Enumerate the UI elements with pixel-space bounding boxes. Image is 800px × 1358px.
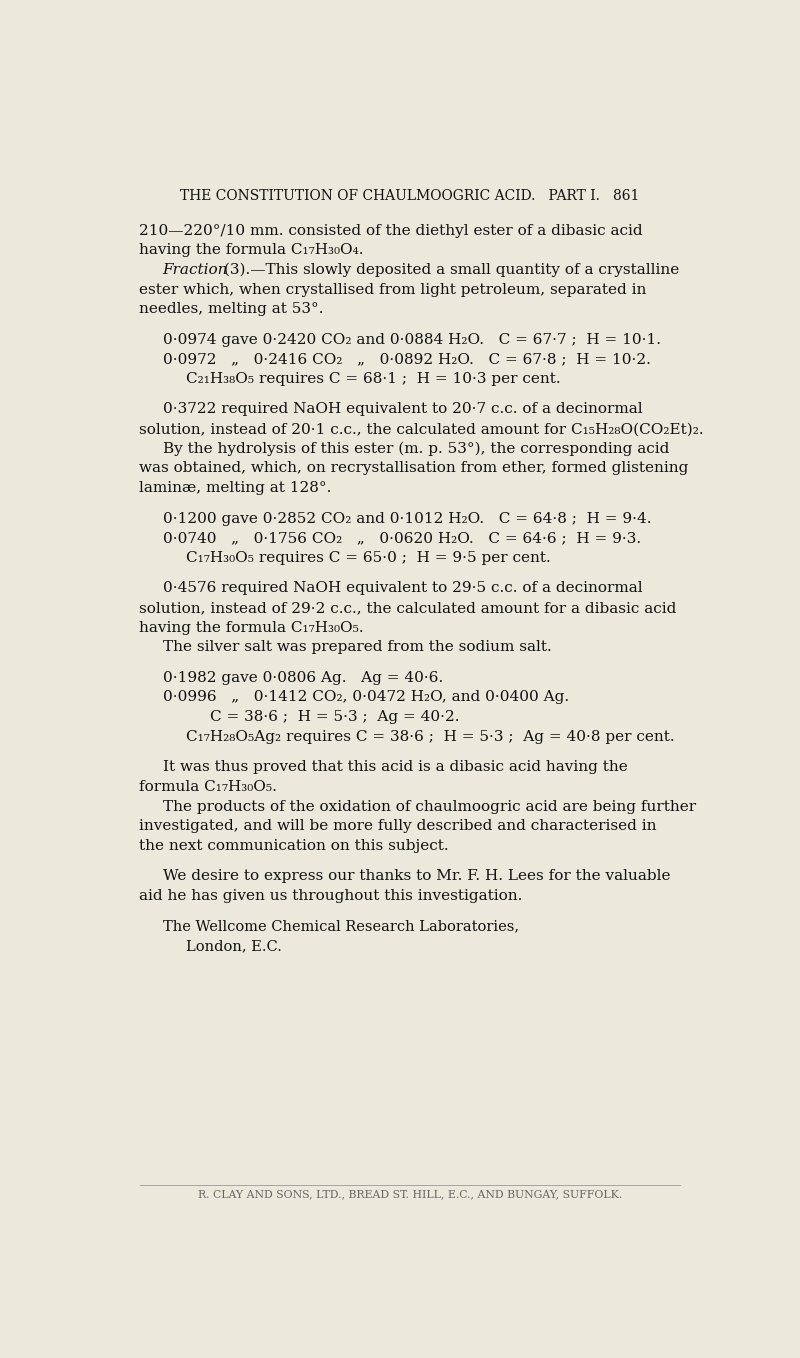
Text: (3).—This slowly deposited a small quantity of a crystalline: (3).—This slowly deposited a small quant… — [219, 263, 680, 277]
Text: the next communication on this subject.: the next communication on this subject. — [139, 839, 449, 853]
Text: The silver salt was prepared from the sodium salt.: The silver salt was prepared from the so… — [162, 641, 551, 655]
Text: We desire to express our thanks to Mr. F. H. Lees for the valuable: We desire to express our thanks to Mr. F… — [162, 869, 670, 884]
Text: investigated, and will be more fully described and characterised in: investigated, and will be more fully des… — [139, 819, 657, 834]
Text: 0·1200 gave 0·2852 CO₂ and 0·1012 H₂O.   C = 64·8 ;  H = 9·4.: 0·1200 gave 0·2852 CO₂ and 0·1012 H₂O. C… — [162, 512, 651, 526]
Text: 0·4576 required NaOH equivalent to 29·5 c.c. of a decinormal: 0·4576 required NaOH equivalent to 29·5 … — [162, 581, 642, 595]
Text: 0·0996   „   0·1412 CO₂, 0·0472 H₂O, and 0·0400 Ag.: 0·0996 „ 0·1412 CO₂, 0·0472 H₂O, and 0·0… — [162, 690, 569, 705]
Text: By the hydrolysis of this ester (m. p. 53°), the corresponding acid: By the hydrolysis of this ester (m. p. 5… — [162, 441, 669, 456]
Text: 0·0972   „   0·2416 CO₂   „   0·0892 H₂O.   C = 67·8 ;  H = 10·2.: 0·0972 „ 0·2416 CO₂ „ 0·0892 H₂O. C = 67… — [162, 352, 650, 367]
Text: The Wellcome Chemical Research Laboratories,: The Wellcome Chemical Research Laborator… — [162, 919, 518, 933]
Text: 0·3722 required NaOH equivalent to 20·7 c.c. of a decinormal: 0·3722 required NaOH equivalent to 20·7 … — [162, 402, 642, 417]
Text: C₁₇H₃₀O₅ requires C = 65·0 ;  H = 9·5 per cent.: C₁₇H₃₀O₅ requires C = 65·0 ; H = 9·5 per… — [186, 551, 551, 565]
Text: 0·0740   „   0·1756 CO₂   „   0·0620 H₂O.   C = 64·6 ;  H = 9·3.: 0·0740 „ 0·1756 CO₂ „ 0·0620 H₂O. C = 64… — [162, 531, 641, 546]
Text: The products of the oxidation of chaulmoogric acid are being further: The products of the oxidation of chaulmo… — [162, 800, 696, 813]
Text: Fraction: Fraction — [162, 263, 228, 277]
Text: R. CLAY AND SONS, LTD., BREAD ST. HILL, E.C., AND BUNGAY, SUFFOLK.: R. CLAY AND SONS, LTD., BREAD ST. HILL, … — [198, 1188, 622, 1199]
Text: C₁₇H₂₈O₅Ag₂ requires C = 38·6 ;  H = 5·3 ;  Ag = 40·8 per cent.: C₁₇H₂₈O₅Ag₂ requires C = 38·6 ; H = 5·3 … — [186, 729, 675, 744]
Text: having the formula C₁₇H₃₀O₄.: having the formula C₁₇H₃₀O₄. — [139, 243, 363, 257]
Text: aid he has given us throughout this investigation.: aid he has given us throughout this inve… — [139, 889, 522, 903]
Text: formula C₁₇H₃₀O₅.: formula C₁₇H₃₀O₅. — [139, 779, 277, 794]
Text: C₂₁H₃₈O₅ requires C = 68·1 ;  H = 10·3 per cent.: C₂₁H₃₈O₅ requires C = 68·1 ; H = 10·3 pe… — [186, 372, 561, 386]
Text: 0·1982 gave 0·0806 Ag.   Ag = 40·6.: 0·1982 gave 0·0806 Ag. Ag = 40·6. — [162, 671, 443, 684]
Text: solution, instead of 29·2 c.c., the calculated amount for a dibasic acid: solution, instead of 29·2 c.c., the calc… — [139, 602, 677, 615]
Text: laminæ, melting at 128°.: laminæ, melting at 128°. — [139, 481, 331, 496]
Text: 0·0974 gave 0·2420 CO₂ and 0·0884 H₂O.   C = 67·7 ;  H = 10·1.: 0·0974 gave 0·2420 CO₂ and 0·0884 H₂O. C… — [162, 333, 661, 346]
Text: solution, instead of 20·1 c.c., the calculated amount for C₁₅H₂₈O(CO₂Et)₂.: solution, instead of 20·1 c.c., the calc… — [139, 422, 704, 436]
Text: ester which, when crystallised from light petroleum, separated in: ester which, when crystallised from ligh… — [139, 282, 646, 296]
Text: was obtained, which, on recrystallisation from ether, formed glistening: was obtained, which, on recrystallisatio… — [139, 462, 689, 475]
Text: THE CONSTITUTION OF CHAULMOOGRIC ACID.   PART I.   861: THE CONSTITUTION OF CHAULMOOGRIC ACID. P… — [180, 189, 640, 204]
Text: C = 38·6 ;  H = 5·3 ;  Ag = 40·2.: C = 38·6 ; H = 5·3 ; Ag = 40·2. — [210, 710, 459, 724]
Text: needles, melting at 53°.: needles, melting at 53°. — [139, 303, 323, 316]
Text: having the formula C₁₇H₃₀O₅.: having the formula C₁₇H₃₀O₅. — [139, 621, 364, 634]
Text: It was thus proved that this acid is a dibasic acid having the: It was thus proved that this acid is a d… — [162, 760, 627, 774]
Text: 210—220°/10 mm. consisted of the diethyl ester of a dibasic acid: 210—220°/10 mm. consisted of the diethyl… — [139, 224, 642, 238]
Text: London, E.C.: London, E.C. — [186, 940, 282, 953]
